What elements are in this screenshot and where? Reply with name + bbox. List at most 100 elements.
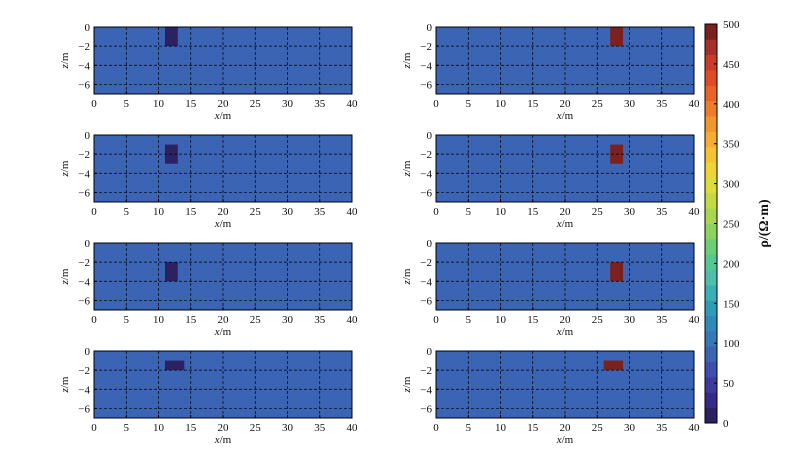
y-axis-label: z/m xyxy=(59,52,71,69)
anomaly-block xyxy=(164,27,178,47)
x-tick-label: 15 xyxy=(185,422,197,434)
colorbar-segment xyxy=(705,116,717,132)
colorbar-tick-label: 350 xyxy=(723,139,740,151)
y-tick-label: −4 xyxy=(78,60,90,72)
x-axis-label: x/m xyxy=(556,326,574,338)
y-tick-label: 0 xyxy=(85,238,91,250)
y-tick-label: 0 xyxy=(427,346,433,358)
x-tick-label: 20 xyxy=(218,98,230,110)
panel-r2-c1: 0 5 10 15 20 25 30 35 40 0 −2 −4 −6 x/m z/m xyxy=(59,130,358,230)
x-tick-label: 30 xyxy=(624,422,636,434)
colorbar-tick-label: 450 xyxy=(723,59,740,71)
x-tick-label: 20 xyxy=(560,206,572,218)
x-tick-label: 30 xyxy=(624,314,636,326)
colorbar-tick-label: 400 xyxy=(723,99,740,111)
y-axis-label: z/m xyxy=(401,376,413,393)
x-tick-label: 15 xyxy=(527,98,539,110)
colorbar-segment xyxy=(705,407,717,424)
colorbar-segment xyxy=(705,177,717,194)
colorbar-segment xyxy=(705,208,717,224)
colorbar-segment xyxy=(705,146,717,163)
y-tick-label: −6 xyxy=(78,403,90,415)
y-tick-label: −4 xyxy=(420,276,432,288)
anomaly-block xyxy=(610,262,624,282)
x-tick-label: 30 xyxy=(624,98,636,110)
x-tick-label: 40 xyxy=(689,98,701,110)
x-tick-label: 5 xyxy=(124,206,130,218)
x-tick-label: 20 xyxy=(560,98,572,110)
x-tick-label: 20 xyxy=(218,314,230,326)
panel-r2-c2: 0 5 10 15 20 25 30 35 40 0 −2 −4 −6 x/m z/m xyxy=(401,130,700,230)
x-tick-label: 10 xyxy=(495,422,507,434)
y-tick-label: −4 xyxy=(78,384,90,396)
x-tick-label: 10 xyxy=(153,422,165,434)
x-tick-label: 5 xyxy=(124,98,130,110)
x-tick-label: 35 xyxy=(314,314,326,326)
colorbar-segment xyxy=(705,100,717,117)
x-tick-label: 10 xyxy=(495,314,507,326)
x-tick-label: 25 xyxy=(250,422,262,434)
colorbar-segment xyxy=(705,300,717,316)
colorbar-tick-label: 50 xyxy=(723,378,735,390)
x-axis-label: x/m xyxy=(214,326,232,338)
y-tick-label: −2 xyxy=(420,149,432,161)
y-tick-label: −6 xyxy=(78,79,90,91)
colorbar-segment xyxy=(705,284,717,301)
colorbar-segment xyxy=(705,315,717,332)
x-tick-label: 0 xyxy=(433,314,439,326)
y-tick-label: −2 xyxy=(420,257,432,269)
x-tick-label: 5 xyxy=(124,422,130,434)
colorbar-segment xyxy=(705,192,717,209)
colorbar-segment xyxy=(705,24,717,40)
colorbar: 0 50 100 150 200 250 300 350 400 450 500 ρ/(Ω·m) xyxy=(704,19,772,430)
x-tick-label: 30 xyxy=(282,206,294,218)
colorbar-tick-label: 200 xyxy=(723,258,740,270)
y-tick-label: −4 xyxy=(420,60,432,72)
colorbar-tick-label: 100 xyxy=(723,338,740,350)
x-tick-label: 15 xyxy=(527,206,539,218)
x-tick-label: 5 xyxy=(466,98,472,110)
panel-r1-c1: 0 5 10 15 20 25 30 35 40 0 −2 −4 −6 x/m z/m xyxy=(59,22,358,122)
colorbar-tick-label: 500 xyxy=(723,19,740,31)
x-tick-label: 0 xyxy=(433,422,439,434)
x-tick-label: 10 xyxy=(153,314,165,326)
y-axis-label: z/m xyxy=(401,268,413,285)
x-tick-label: 40 xyxy=(689,206,701,218)
panel-r4-c2: 0 5 10 15 20 25 30 35 40 0 −2 −4 −6 x/m z/m xyxy=(401,346,700,446)
x-tick-label: 20 xyxy=(560,314,572,326)
y-tick-label: −2 xyxy=(78,41,90,53)
y-tick-label: −6 xyxy=(420,79,432,91)
x-tick-label: 40 xyxy=(347,314,359,326)
x-tick-label: 25 xyxy=(250,314,262,326)
colorbar-segment xyxy=(705,39,717,56)
x-tick-label: 35 xyxy=(656,422,668,434)
x-tick-label: 15 xyxy=(527,314,539,326)
x-tick-label: 0 xyxy=(91,98,97,110)
x-tick-label: 30 xyxy=(282,98,294,110)
panel-r3-c1: 0 5 10 15 20 25 30 35 40 0 −2 −4 −6 x/m z/m xyxy=(59,238,358,338)
colorbar-segment xyxy=(705,346,717,363)
x-tick-label: 35 xyxy=(656,98,668,110)
x-tick-label: 0 xyxy=(91,206,97,218)
anomaly-block xyxy=(610,27,624,47)
colorbar-segment xyxy=(705,269,717,286)
colorbar-title: ρ/(Ω·m) xyxy=(757,199,772,248)
x-tick-label: 0 xyxy=(433,98,439,110)
y-tick-label: −4 xyxy=(420,384,432,396)
x-tick-label: 5 xyxy=(466,314,472,326)
y-tick-label: −2 xyxy=(78,365,90,377)
x-tick-label: 30 xyxy=(282,314,294,326)
colorbar-segment xyxy=(705,392,717,409)
panels-group: 0 5 10 15 20 25 30 35 40 0 −2 −4 −6 x/m z/m 0 5 10 15 20 25 3… xyxy=(59,22,700,446)
x-tick-label: 25 xyxy=(592,314,604,326)
colorbar-segment xyxy=(705,223,717,240)
y-axis-label: z/m xyxy=(59,376,71,393)
x-tick-label: 5 xyxy=(466,206,472,218)
y-tick-label: 0 xyxy=(427,22,433,34)
x-tick-label: 10 xyxy=(495,206,507,218)
x-tick-label: 0 xyxy=(433,206,439,218)
y-tick-label: −4 xyxy=(420,168,432,180)
y-tick-label: −2 xyxy=(420,41,432,53)
x-tick-label: 15 xyxy=(527,422,539,434)
